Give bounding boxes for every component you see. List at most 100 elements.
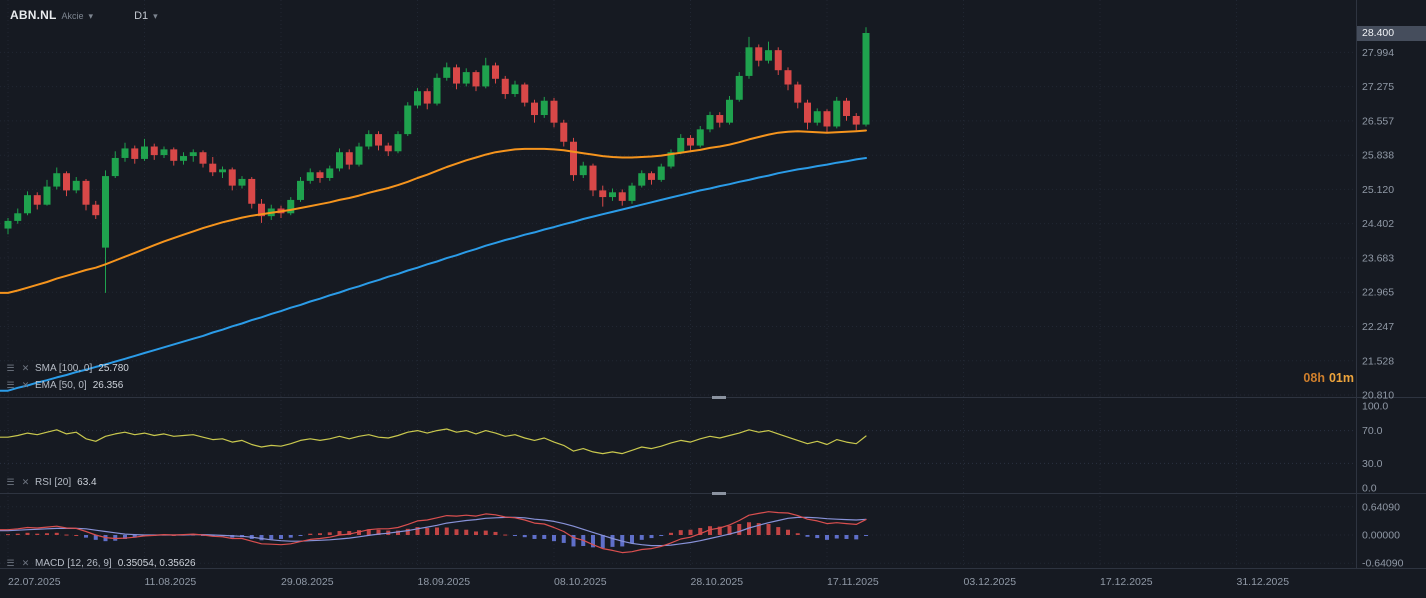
timeframe-selector[interactable]: D1 (134, 10, 149, 22)
candle-body (92, 204, 100, 216)
candle-body (677, 137, 685, 153)
candle-body (209, 163, 217, 173)
macd-histogram-bar (279, 535, 283, 539)
macd-histogram-bar (542, 535, 547, 539)
candlestick-series (4, 27, 870, 293)
chart-plot-area[interactable] (0, 0, 1356, 568)
macd-histogram-bar (688, 529, 693, 535)
candle-body (492, 65, 499, 79)
candle-body (531, 102, 538, 116)
macd-histogram-bar (318, 533, 322, 535)
candle-body (804, 102, 811, 123)
candle-body (180, 156, 187, 161)
macd-histogram-bar (493, 531, 498, 535)
macd-histogram-bar (74, 535, 79, 536)
symbol-name[interactable]: ABN.NL (10, 8, 57, 22)
macd-histogram-bar (669, 532, 673, 535)
timeframe-dropdown-caret[interactable]: ▾ (153, 11, 158, 21)
candle-body (33, 195, 41, 205)
indicator-remove-icon[interactable]: ✕ (21, 363, 30, 373)
macd-histogram-bar (571, 535, 576, 547)
candle-body (716, 115, 724, 123)
candle-body (121, 148, 129, 158)
indicator-settings-icon[interactable]: ☰ (6, 363, 15, 373)
candle-body (472, 72, 480, 87)
macd-histogram-bar (532, 535, 537, 539)
indicator-legend-ema: ☰ ✕ EMA [50, 0] 26.356 (5, 380, 123, 391)
indicator-legend-rsi: ☰ ✕ RSI [20] 63.4 (5, 477, 96, 488)
candle-body (774, 50, 782, 71)
macd-histogram-bar (786, 529, 790, 535)
macd-histogram-bar (561, 535, 566, 543)
candle-body (453, 67, 460, 84)
price-axis[interactable]: 27.994 27.275 26.557 25.838 25.120 24.402 23.6… (1362, 47, 1404, 570)
indicator-remove-icon[interactable]: ✕ (21, 558, 30, 568)
candle-body (638, 173, 646, 186)
indicator-settings-icon[interactable]: ☰ (6, 558, 15, 568)
price-axis-tick: 21.528 (1362, 355, 1394, 367)
candle-body (365, 134, 373, 147)
candle-body (102, 176, 109, 248)
date-axis-tick: 17.11.2025 (827, 576, 879, 588)
indicator-settings-icon[interactable]: ☰ (6, 380, 15, 390)
candle-body (150, 146, 158, 156)
rsi-axis-tick: 30.0 (1362, 458, 1383, 470)
candle-body (833, 100, 841, 127)
candle-body (599, 190, 607, 198)
macd-histogram-bar (522, 535, 527, 538)
candle-body (823, 111, 831, 127)
indicator-settings-icon[interactable]: ☰ (6, 477, 15, 487)
macd-histogram-bar (366, 529, 371, 535)
ema-50-line (0, 129, 867, 294)
candle-body (219, 169, 226, 173)
sma-value: 25.780 (98, 363, 129, 374)
candle-body (462, 72, 470, 84)
candle-body (316, 172, 324, 178)
candle-body (745, 47, 753, 76)
time-axis[interactable]: 22.07.2025 11.08.2025 29.08.2025 18.09.2025… (8, 576, 1289, 588)
candle-body (228, 169, 236, 186)
candle-body (24, 195, 31, 214)
candle-body (375, 134, 382, 146)
current-price-tag: 28.400 (1357, 26, 1426, 41)
macd-histogram-bar (132, 535, 137, 538)
macd-label: MACD [12, 26, 9] (35, 558, 112, 569)
indicator-remove-icon[interactable]: ✕ (21, 477, 30, 487)
candle-body (443, 67, 451, 78)
macd-histogram-bar (698, 527, 703, 535)
candle-body (404, 105, 412, 135)
candle-body (657, 166, 665, 180)
candle-body (560, 122, 568, 142)
price-axis-tick: 24.402 (1362, 218, 1394, 230)
candle-body (570, 141, 577, 176)
macd-histogram-bar (474, 531, 478, 535)
indicator-legend-sma: ☰ ✕ SMA [100, 0] 25.780 (5, 363, 129, 374)
macd-histogram-bar (308, 533, 313, 535)
macd-histogram-bar (864, 535, 868, 536)
macd-line (0, 511, 867, 554)
macd-histogram-bar (435, 527, 439, 535)
sma-label: SMA [100, 0] (35, 363, 93, 374)
macd-histogram-bar (795, 533, 800, 535)
macd-histogram-bar (727, 525, 732, 535)
macd-histogram-bar (25, 532, 30, 535)
indicator-legend-macd: ☰ ✕ MACD [12, 26, 9] 0.35054, 0.35626 (5, 558, 195, 569)
candle-body (82, 180, 90, 205)
candle-body (735, 75, 743, 100)
candle-body (482, 65, 490, 87)
symbol-dropdown-caret[interactable]: ▾ (88, 11, 94, 21)
candle-body (345, 152, 353, 165)
macd-axis-tick: 0.00000 (1362, 530, 1400, 542)
date-axis-tick: 03.12.2025 (964, 576, 1017, 588)
macd-histogram-bar (396, 530, 400, 535)
candle-body (326, 168, 334, 178)
candle-body (141, 146, 148, 159)
macd-histogram-bar (834, 535, 839, 539)
macd-histogram-bar (259, 535, 264, 541)
candle-body (414, 91, 421, 106)
macd-histogram-bar (405, 528, 410, 535)
indicator-remove-icon[interactable]: ✕ (21, 380, 30, 390)
ema-label: EMA [50, 0] (35, 380, 87, 391)
